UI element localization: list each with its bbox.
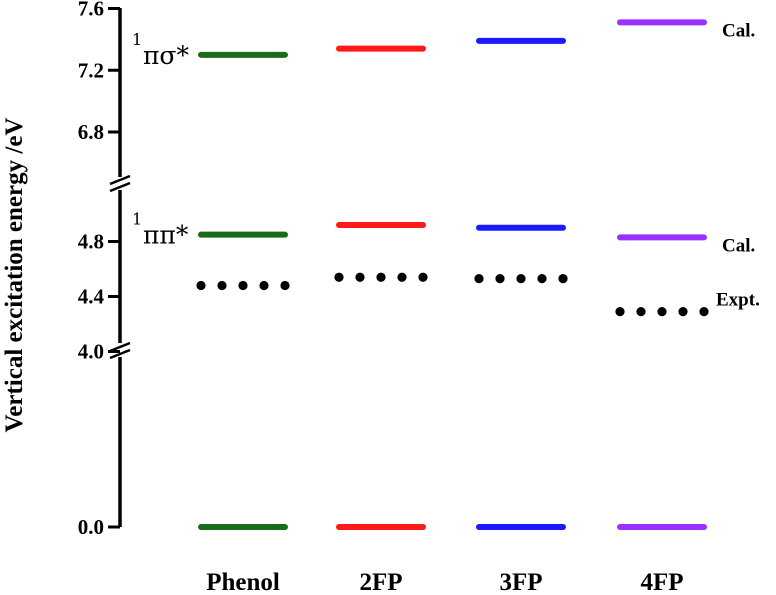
expt-level-dot-phenol bbox=[217, 280, 227, 291]
expt-level-dot-4fp bbox=[657, 307, 667, 317]
category-label-4fp: 4FP bbox=[640, 569, 683, 595]
pipi-calculated-side-label: Cal. bbox=[722, 235, 755, 256]
axis-break-mark-1b bbox=[109, 348, 131, 360]
expt-level-dot-phenol bbox=[238, 280, 248, 291]
expt-level-dot-4fp bbox=[699, 307, 709, 317]
expt-level-dot-phenol bbox=[259, 280, 269, 291]
pisigma-calculated-side-label: Cal. bbox=[722, 20, 755, 41]
expt-level-dot-3fp bbox=[495, 274, 505, 284]
expt-level-dot-2fp bbox=[418, 272, 428, 282]
chart-labels: 0.0 4.0 4.4 4.8 6.8 7.2 7.6 Vertical excitation… bbox=[1, 0, 760, 595]
expt-level-dot-2fp bbox=[355, 272, 365, 282]
expt-level-dot-phenol bbox=[280, 280, 290, 291]
pipi-state-label: ππ* bbox=[143, 221, 189, 250]
y-tick-label: 4.8 bbox=[78, 230, 104, 254]
y-tick-label: 0.0 bbox=[78, 515, 104, 539]
expt-level-dot-2fp bbox=[376, 272, 386, 282]
category-label-2fp: 2FP bbox=[359, 569, 402, 595]
y-axis-label: Vertical excitation energy /eV bbox=[1, 118, 28, 433]
expt-level-dot-2fp bbox=[397, 272, 407, 282]
y-tick-label: 4.0 bbox=[78, 340, 104, 364]
pisigma-state-superscript: 1 bbox=[132, 30, 142, 49]
axis-break-mark-1a bbox=[109, 341, 131, 353]
expt-level-dot-2fp bbox=[334, 272, 344, 282]
expt-level-dot-3fp bbox=[516, 274, 526, 284]
y-tick-label: 4.4 bbox=[78, 285, 105, 309]
y-tick-label: 7.2 bbox=[78, 58, 104, 82]
expt-level-dot-4fp bbox=[636, 307, 646, 317]
expt-level-dot-3fp bbox=[558, 274, 568, 284]
expt-level-dot-4fp bbox=[678, 307, 688, 317]
pisigma-state-label: πσ* bbox=[143, 41, 189, 70]
expt-level-dot-4fp bbox=[615, 307, 625, 317]
axis-break-mark-0b bbox=[109, 181, 131, 193]
y-tick-label: 7.6 bbox=[78, 0, 104, 21]
energy-levels bbox=[196, 19, 709, 530]
y-tick-label: 6.8 bbox=[78, 120, 104, 144]
expt-level-dot-3fp bbox=[474, 274, 484, 284]
category-label-phenol: Phenol bbox=[206, 569, 280, 595]
pipi-experimental-side-label: Expt. bbox=[716, 290, 760, 311]
expt-level-dot-phenol bbox=[196, 280, 206, 291]
category-label-3fp: 3FP bbox=[499, 569, 542, 595]
axis-break-mark-0a bbox=[109, 174, 131, 186]
y-axis bbox=[108, 7, 131, 529]
pipi-state-superscript: 1 bbox=[132, 210, 142, 229]
expt-level-dot-3fp bbox=[537, 274, 547, 284]
